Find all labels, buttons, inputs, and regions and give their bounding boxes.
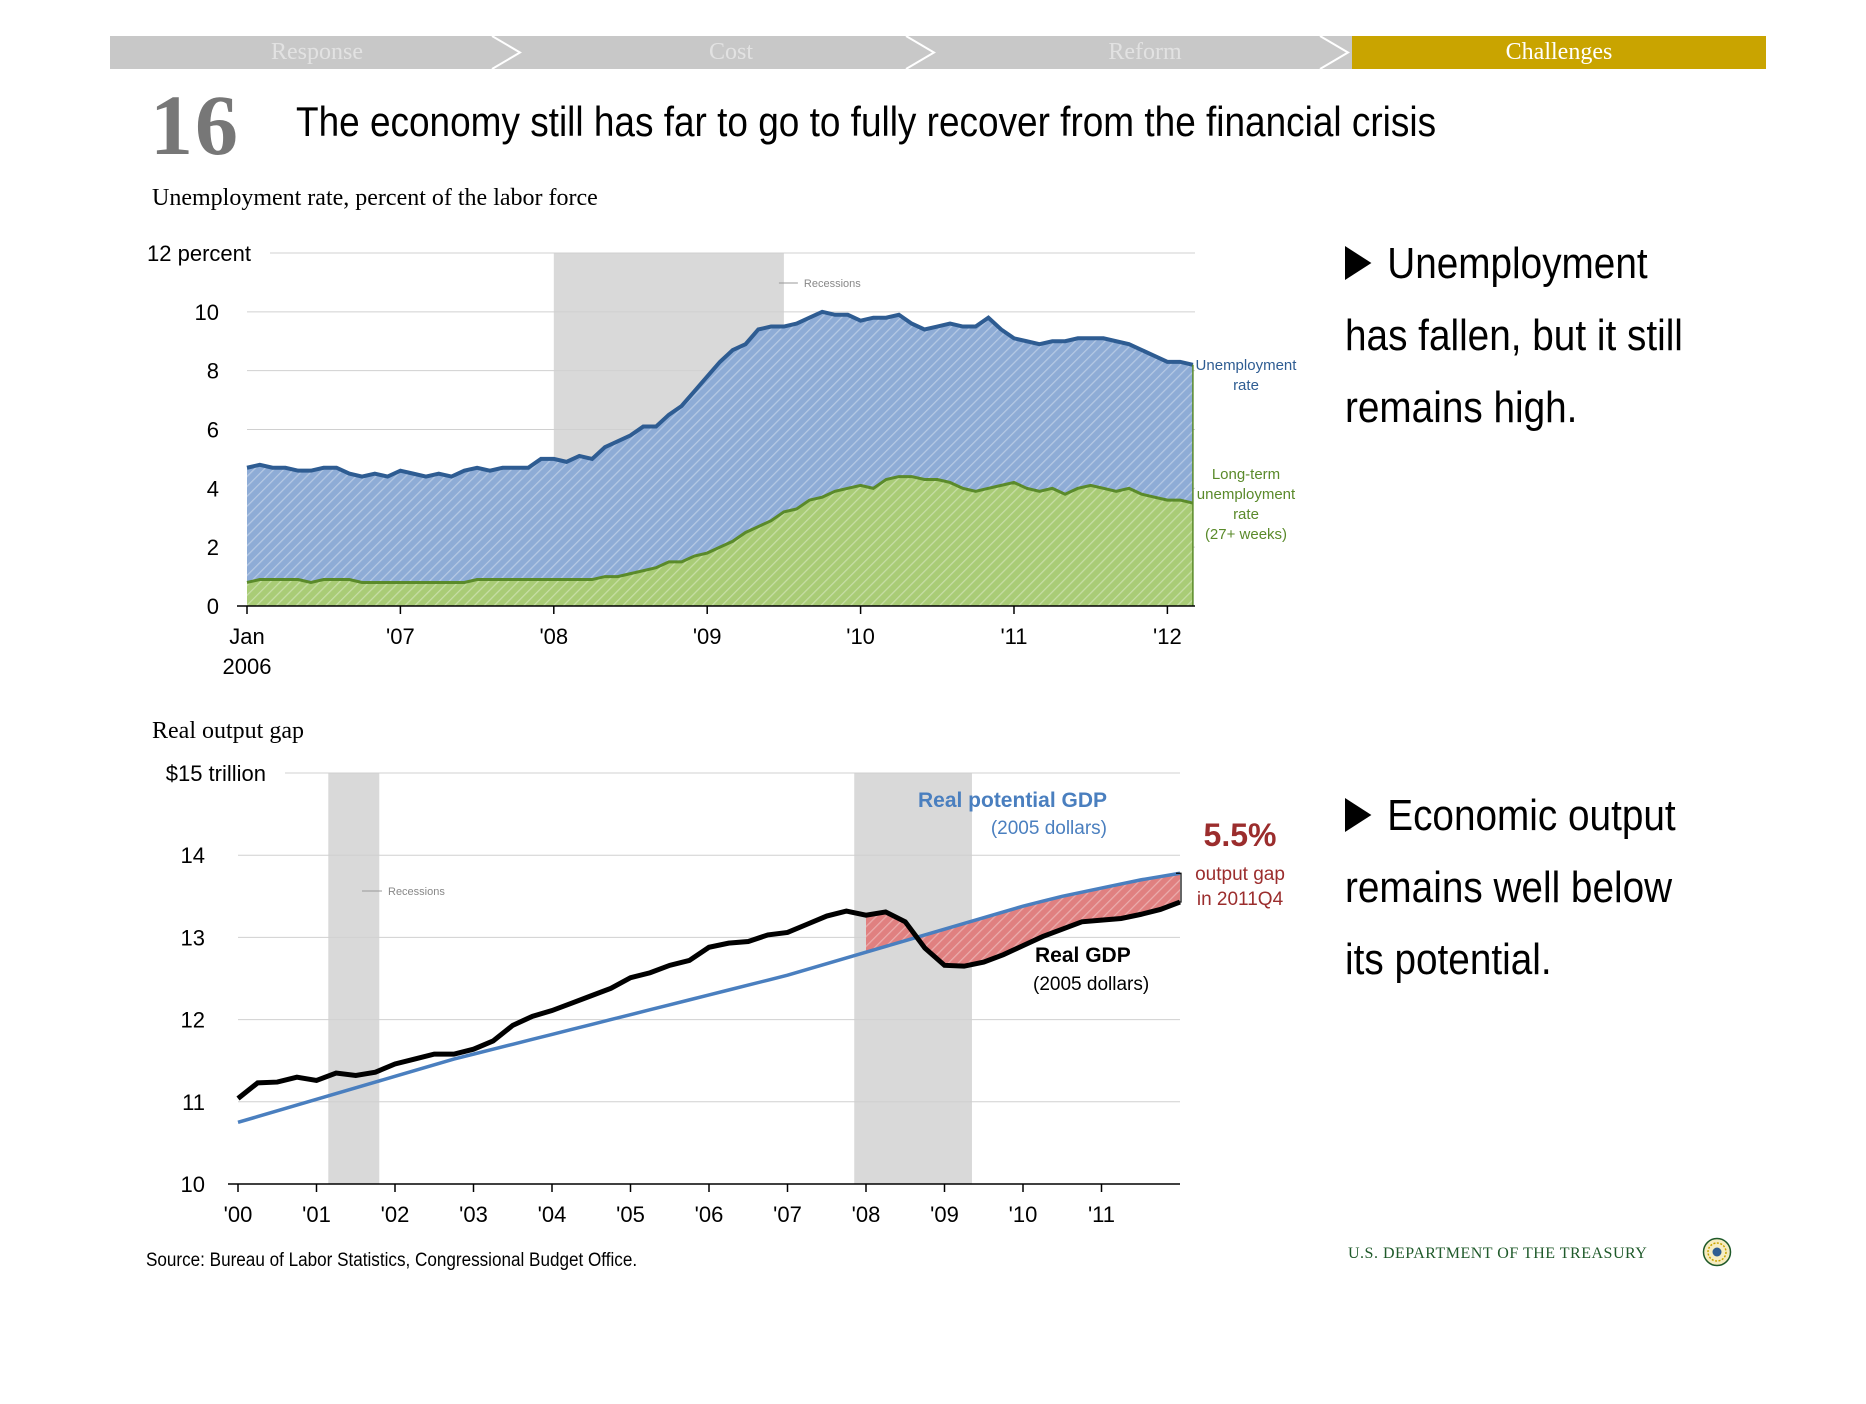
x-tick-label: '07	[773, 1202, 802, 1227]
longterm-line	[246, 475, 1194, 585]
longterm-hatch	[247, 476, 1193, 606]
x-tick-sublabel: 2006	[223, 654, 272, 679]
page-title: The economy still has far to go to fully…	[296, 98, 1437, 145]
x-tick-label: '10	[846, 624, 875, 649]
y-tick-label: 4	[207, 476, 219, 501]
y-tick-label: 13	[181, 925, 205, 950]
output-gap-hatch	[866, 873, 1180, 967]
nav-tab-reform[interactable]: Reform	[938, 36, 1352, 69]
x-tick-label: '12	[1153, 624, 1182, 649]
series-label-potential-sub: (2005 dollars)	[991, 818, 1107, 839]
series-label-gdp-sub: (2005 dollars)	[1033, 974, 1149, 995]
x-tick-label: '03	[459, 1202, 488, 1227]
series-label-unemployment: rate	[1233, 377, 1259, 394]
x-tick-label: '11	[1088, 1202, 1115, 1227]
series-label-longterm: (27+ weeks)	[1205, 526, 1287, 543]
series-label-potential: Real potential GDP	[918, 789, 1107, 812]
recession-band	[328, 773, 380, 1184]
y-tick-label: 6	[207, 418, 219, 443]
unemployment-chart: Recessions 0 2 4 6 8 10 12 percent Jan 2006 '07 '08…	[147, 241, 1297, 679]
unemployment-line	[246, 309, 1194, 479]
potential-gdp-line	[237, 871, 1181, 1125]
gap-value: 5.5%	[1204, 817, 1277, 853]
recession-legend-label: Recessions	[388, 886, 445, 898]
series-label-longterm: rate	[1233, 506, 1259, 523]
x-tick-label: '06	[695, 1202, 724, 1227]
treasury-seal-icon	[1702, 1237, 1732, 1267]
gap-label: output gap	[1195, 864, 1285, 885]
agency-name: U.S. DEPARTMENT OF THE TREASURY	[1348, 1245, 1648, 1262]
section-nav: Response Cost Reform Challenges	[110, 36, 1766, 69]
x-tick-label: '04	[538, 1202, 567, 1227]
x-tick-label: '01	[302, 1202, 331, 1227]
y-tick-label: 10	[195, 300, 219, 325]
y-tick-label: 0	[207, 594, 219, 619]
x-tick-label: '07	[386, 624, 415, 649]
recession-legend-label: Recessions	[804, 278, 861, 290]
y-tick-label: 12 percent	[147, 241, 251, 266]
triangle-right-icon	[1345, 798, 1372, 832]
nav-tab-response[interactable]: Response	[110, 36, 524, 69]
chart-title-unemployment: Unemployment rate, percent of the labor …	[152, 185, 598, 211]
bullet-output: Economic output remains well below its p…	[1345, 791, 1676, 984]
gap-bracket	[1176, 872, 1182, 903]
y-tick-label: 11	[182, 1090, 205, 1115]
y-tick-label: 12	[181, 1008, 205, 1033]
chevron-right-icon	[905, 36, 936, 69]
output-gap-chart: Recessions 10 11 12 13 14 $15 trillion '00 '01 '0…	[166, 761, 1285, 1227]
series-label-gdp: Real GDP	[1035, 944, 1131, 967]
real-gdp-line	[236, 899, 1181, 1101]
series-label-longterm: Long-term	[1212, 466, 1280, 483]
x-tick-label: '08	[852, 1202, 881, 1227]
gap-label: in 2011Q4	[1197, 889, 1284, 910]
x-tick-label: '02	[381, 1202, 410, 1227]
y-tick-label: 14	[181, 843, 205, 868]
nav-tab-challenges[interactable]: Challenges	[1352, 36, 1766, 69]
x-tick-label: '00	[224, 1202, 253, 1227]
x-tick-label: '05	[616, 1202, 645, 1227]
y-tick-label: 8	[207, 359, 219, 384]
recession-band	[854, 773, 972, 1184]
slide-number: 16	[150, 77, 240, 173]
y-tick-label: $15 trillion	[166, 761, 266, 786]
x-tick-label: '09	[693, 624, 722, 649]
nav-tab-cost[interactable]: Cost	[524, 36, 938, 69]
x-tick-label: '10	[1009, 1202, 1038, 1227]
source-note: Source: Bureau of Labor Statistics, Cong…	[146, 1250, 638, 1271]
bullet-unemployment: Unemployment has fallen, but it still re…	[1345, 239, 1683, 432]
series-label-unemployment: Unemployment	[1196, 357, 1298, 374]
series-label-longterm: unemployment	[1197, 486, 1296, 503]
chart-title-output-gap: Real output gap	[152, 718, 304, 744]
x-tick-label: '08	[539, 624, 568, 649]
x-tick-label: '09	[930, 1202, 959, 1227]
x-tick-label: Jan	[229, 624, 264, 649]
y-tick-label: 2	[207, 535, 219, 560]
y-tick-label: 10	[181, 1172, 205, 1197]
chevron-right-icon	[491, 36, 522, 69]
triangle-right-icon	[1345, 246, 1372, 280]
chevron-right-icon	[1319, 36, 1350, 69]
x-tick-label: '11	[1000, 624, 1027, 649]
